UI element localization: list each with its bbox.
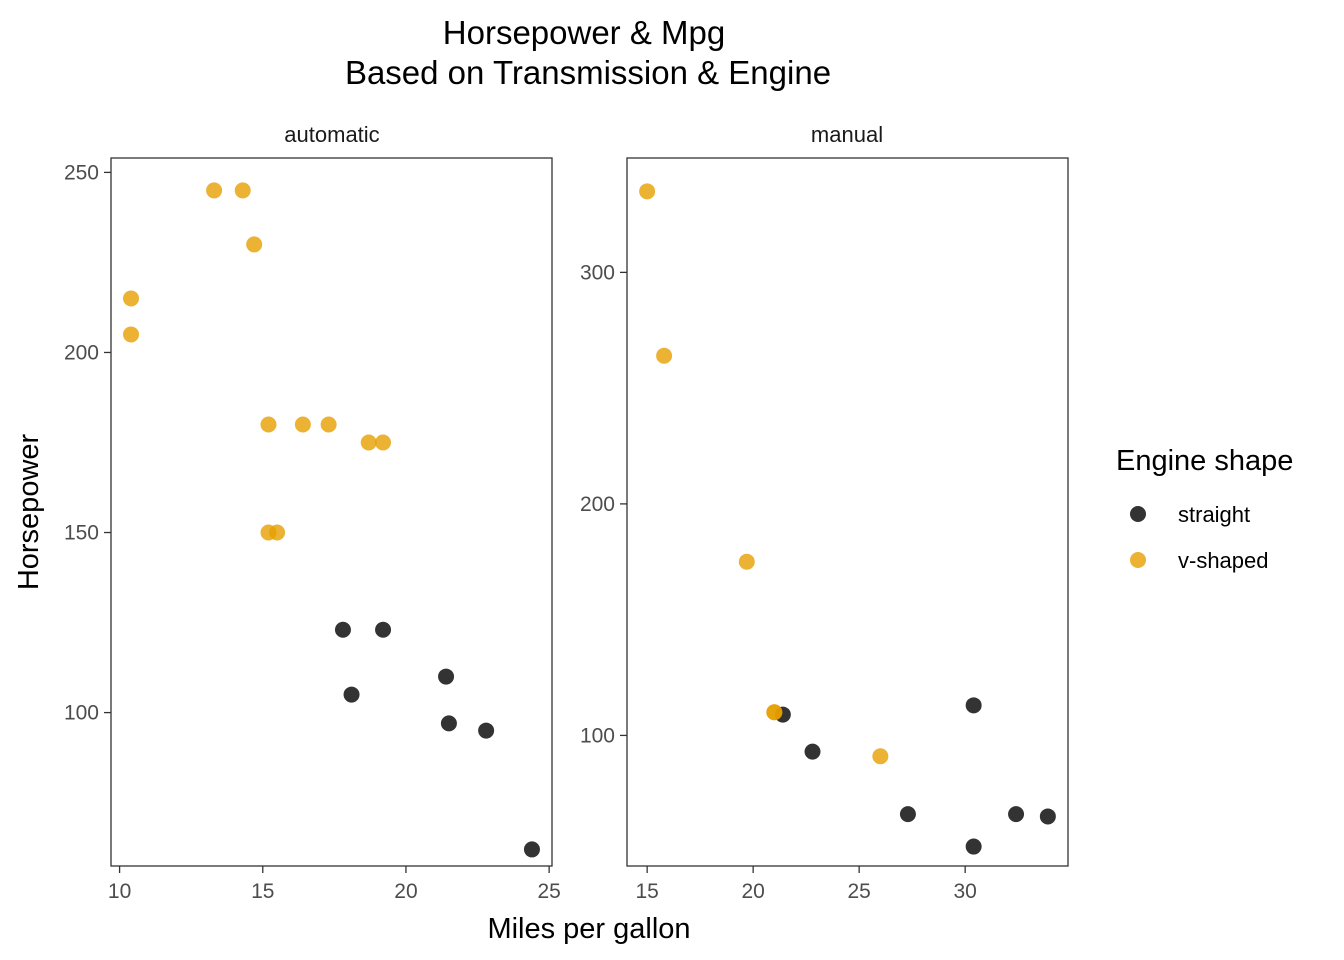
data-point-v-shaped (738, 553, 755, 570)
legend-key-straight (1130, 506, 1146, 522)
data-point-straight (1039, 808, 1056, 825)
legend-label-v-shaped: v-shaped (1178, 548, 1269, 573)
data-point-v-shaped (260, 524, 277, 541)
data-point-straight (1008, 806, 1025, 823)
y-tick-label: 250 (64, 161, 99, 184)
data-point-v-shaped (360, 434, 377, 451)
facet-label-manual: manual (811, 122, 883, 147)
chart-title-line-2: Based on Transmission & Engine (345, 54, 831, 91)
data-point-straight (965, 838, 982, 855)
data-point-v-shaped (206, 182, 223, 199)
data-point-straight (478, 722, 495, 739)
panel-border-automatic (110, 157, 553, 867)
y-tick-label: 150 (64, 522, 99, 545)
facet-label-automatic: automatic (284, 122, 379, 147)
data-point-straight (438, 668, 455, 685)
data-point-straight (343, 686, 360, 703)
data-point-v-shaped (766, 704, 783, 721)
x-tick-label: 10 (108, 880, 131, 903)
chart-title-line-1: Horsepower & Mpg (443, 14, 725, 51)
data-point-v-shaped (123, 290, 140, 307)
data-point-straight (375, 621, 392, 638)
y-axis-title: Horsepower (13, 433, 45, 590)
legend-label-straight: straight (1178, 502, 1250, 527)
data-point-v-shaped (246, 236, 263, 253)
legend-key-v-shaped (1130, 552, 1146, 568)
data-point-v-shaped (320, 416, 337, 433)
x-tick-label: 15 (251, 880, 274, 903)
data-point-straight (965, 697, 982, 714)
data-point-straight (440, 715, 457, 732)
x-tick-label: 20 (741, 880, 764, 903)
data-point-straight (334, 621, 351, 638)
data-point-straight (804, 743, 821, 760)
data-point-v-shaped (123, 326, 140, 343)
y-tick-label: 300 (580, 261, 615, 284)
facet-manual: manual 15 20 25 30 100 200 300 (580, 122, 1069, 903)
x-tick-label: 20 (394, 880, 417, 903)
x-tick-label: 25 (537, 880, 560, 903)
data-point-v-shaped (375, 434, 392, 451)
x-tick-label: 25 (847, 880, 870, 903)
x-axis-title: Miles per gallon (487, 913, 690, 945)
y-tick-label: 200 (580, 493, 615, 516)
data-point-v-shaped (639, 183, 656, 200)
x-tick-label: 30 (953, 880, 976, 903)
data-point-straight (523, 841, 540, 858)
y-tick-label: 200 (64, 341, 99, 364)
y-tick-label: 100 (580, 724, 615, 747)
x-tick-label: 15 (635, 880, 658, 903)
data-point-v-shaped (260, 416, 277, 433)
panel-border-manual (626, 157, 1069, 867)
legend: Engine shape straight v-shaped (1116, 445, 1293, 573)
data-point-v-shaped (234, 182, 251, 199)
data-point-v-shaped (656, 347, 673, 364)
facet-automatic: automatic 10 15 20 25 100 150 200 250 (64, 122, 561, 903)
data-point-v-shaped (294, 416, 311, 433)
legend-title: Engine shape (1116, 445, 1293, 477)
data-point-v-shaped (872, 748, 889, 765)
y-tick-label: 100 (64, 702, 99, 725)
data-point-straight (899, 806, 916, 823)
